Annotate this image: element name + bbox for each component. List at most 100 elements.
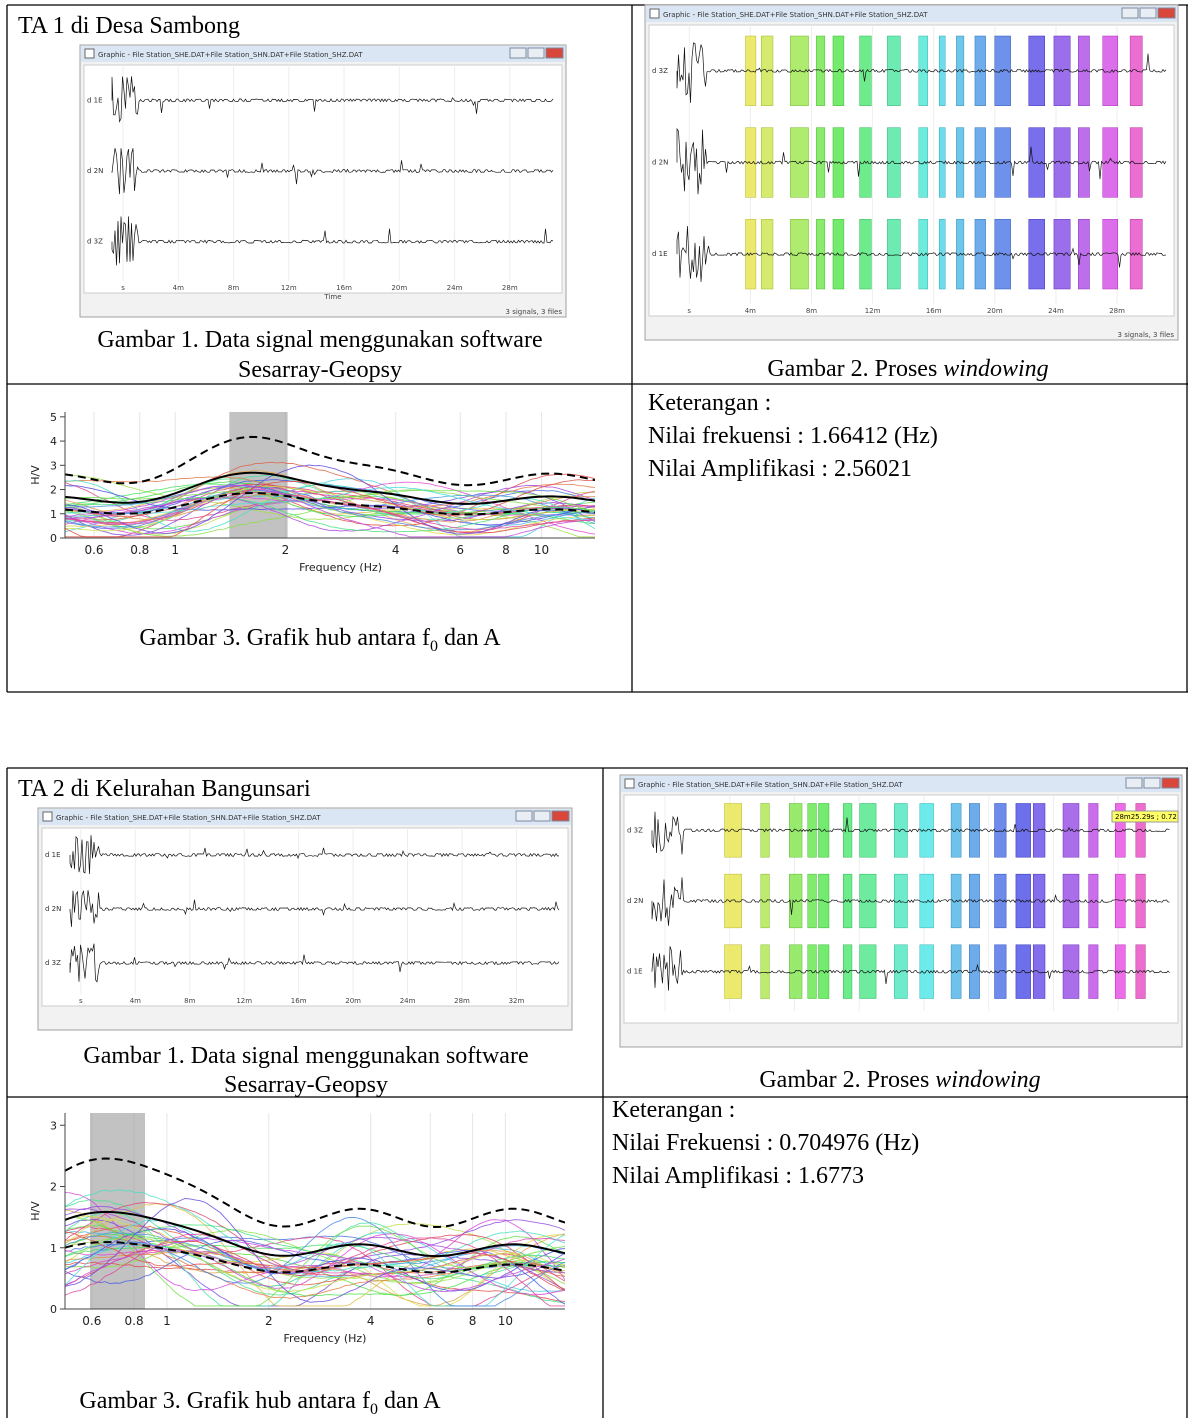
time-tick-label: 28m [1109,307,1125,315]
figure-caption: Sesarray-Geopsy [238,357,402,383]
time-tick-label: 20m [391,284,407,292]
window-segment [919,128,928,198]
window-icon [625,779,634,788]
note-line: Nilai frekuensi : 1.66412 (Hz) [648,423,938,449]
x-tick-label: 10 [498,1314,513,1328]
time-axis-label: Time [323,293,341,301]
time-tick-label: 4m [745,307,756,315]
x-tick-label: 6 [426,1314,434,1328]
time-tick-label: 8m [184,997,195,1005]
y-tick-label: 1 [50,1242,57,1255]
window-segment [789,945,802,999]
x-tick-label: 2 [282,543,290,557]
time-tick-label: 12m [865,307,881,315]
trace-label: d 3Z [45,959,61,967]
time-tick-label: 8m [806,307,817,315]
time-tick-label: 28m [502,284,518,292]
figure-caption-part: 0 [430,638,438,655]
curves [65,1113,565,1309]
window-title: Graphic - File Station_SHE.DAT+File Stat… [56,814,321,822]
time-tick-label: 4m [130,997,141,1005]
window-segment [860,219,872,289]
window-segment [761,945,770,999]
x-axis-label: Frequency (Hz) [299,561,382,574]
figure-caption: Gambar 2. Proses windowing [759,1067,1040,1093]
trace-label: d 1E [652,250,668,258]
figure-caption-part: dan A [438,625,501,651]
window-segment [1103,219,1118,289]
window-segment [1078,219,1089,289]
window-segment [1033,945,1045,999]
window-segment [790,219,808,289]
figure-caption-part: Gambar 2. Proses [767,356,943,382]
x-tick-label: 0.6 [82,1314,101,1328]
time-tick-label: s [687,307,691,315]
y-axis-label: H/V [29,1201,42,1221]
curves [65,412,595,538]
section-title: TA 2 di Kelurahan Bangunsari [18,776,311,802]
time-tick-label: 12m [281,284,297,292]
window-segment [1130,128,1142,198]
x-tick-label: 6 [456,543,464,557]
window-segment [725,945,742,999]
window-segment [995,803,1007,857]
y-tick-label: 3 [50,459,57,472]
figure-caption: Gambar 3. Grafik hub antara f0 dan A [79,1388,441,1418]
window-segment [1115,874,1125,928]
figure-caption: Sesarray-Geopsy [224,1072,388,1098]
window-button [510,48,526,58]
window-segment [860,36,872,106]
figure-caption-part: Gambar 3. Grafik hub antara f [79,1388,370,1414]
x-tick-label: 4 [367,1314,375,1328]
figure-caption: Gambar 1. Data signal menggunakan softwa… [97,327,542,353]
time-tick-label: 24m [400,997,416,1005]
trace-label: d 3Z [87,238,103,246]
x-axis-label: Frequency (Hz) [284,1332,367,1345]
plot-area [84,65,562,293]
time-tick-label: 12m [236,997,252,1005]
y-axis-label: H/V [29,465,42,485]
window-button [528,48,544,58]
time-tick-label: 16m [926,307,942,315]
x-tick-label: 10 [534,543,549,557]
x-tick-label: 0.8 [125,1314,144,1328]
section: TA 2 di Kelurahan Bangunsari Graphic - Fi… [7,768,1188,1418]
hv-std-upper [65,437,595,485]
window-segment [1029,36,1045,106]
window-button [1126,778,1142,788]
plot-area [649,25,1174,316]
window-segment [1136,874,1145,928]
note-line: Keterangan : [648,390,771,416]
window-button [516,811,532,821]
x-tick-label: 8 [469,1314,477,1328]
y-tick-label: 2 [50,1181,57,1194]
x-tick-label: 4 [392,543,400,557]
window-segment [939,219,945,289]
window-button [1140,8,1156,18]
time-tick-label: 32m [509,997,525,1005]
x-tick-label: 1 [163,1314,171,1328]
window-segment [995,36,1011,106]
window-icon [650,9,659,18]
figure-caption-part: Gambar 2. Proses [759,1067,935,1093]
trace-label: d 3Z [652,67,668,75]
y-tick-label: 4 [50,435,57,448]
document: TA 1 di Desa Sambong Graphic - File Stati… [0,0,1188,1418]
window-segment [725,803,742,857]
window-segment [761,36,773,106]
time-tick-label: s [79,997,83,1005]
time-tick-label: 8m [228,284,239,292]
section-title: TA 1 di Desa Sambong [18,13,240,39]
window-segment [1103,36,1118,106]
time-tick-label: 24m [447,284,463,292]
time-tick-label: 28m [454,997,470,1005]
figure-caption: Gambar 1. Data signal menggunakan softwa… [83,1043,528,1069]
window-button [552,811,569,821]
window-segment [860,874,876,928]
x-tick-label: 0.8 [130,543,149,557]
y-tick-label: 0 [50,1303,57,1316]
figure-caption-part: Gambar 3. Grafik hub antara f [139,625,430,651]
window-button [546,48,563,58]
trace-label: d 2N [627,897,643,905]
window-segment [1033,803,1045,857]
